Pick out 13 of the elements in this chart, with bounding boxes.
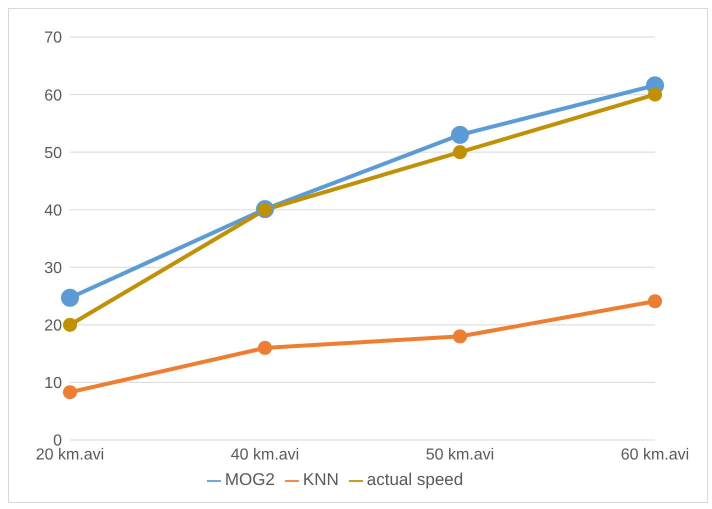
legend-label: KNN [302, 470, 339, 489]
y-tick-label: 30 [44, 260, 62, 277]
x-tick-label: 50 km.avi [426, 446, 494, 464]
legend-label: MOG2 [224, 470, 275, 489]
y-tick-label: 10 [44, 375, 62, 392]
y-tick-label: 70 [44, 30, 62, 47]
y-tick-label: 50 [44, 144, 62, 162]
y-tick-label: 40 [44, 202, 62, 220]
x-tick-label: 40 km.avi [230, 446, 300, 464]
x-tick-label: 60 km.avi [620, 446, 690, 464]
y-tick-label: 60 [44, 87, 62, 104]
legend-label: actual speed [366, 470, 464, 489]
y-tick-label: 20 [44, 318, 62, 335]
